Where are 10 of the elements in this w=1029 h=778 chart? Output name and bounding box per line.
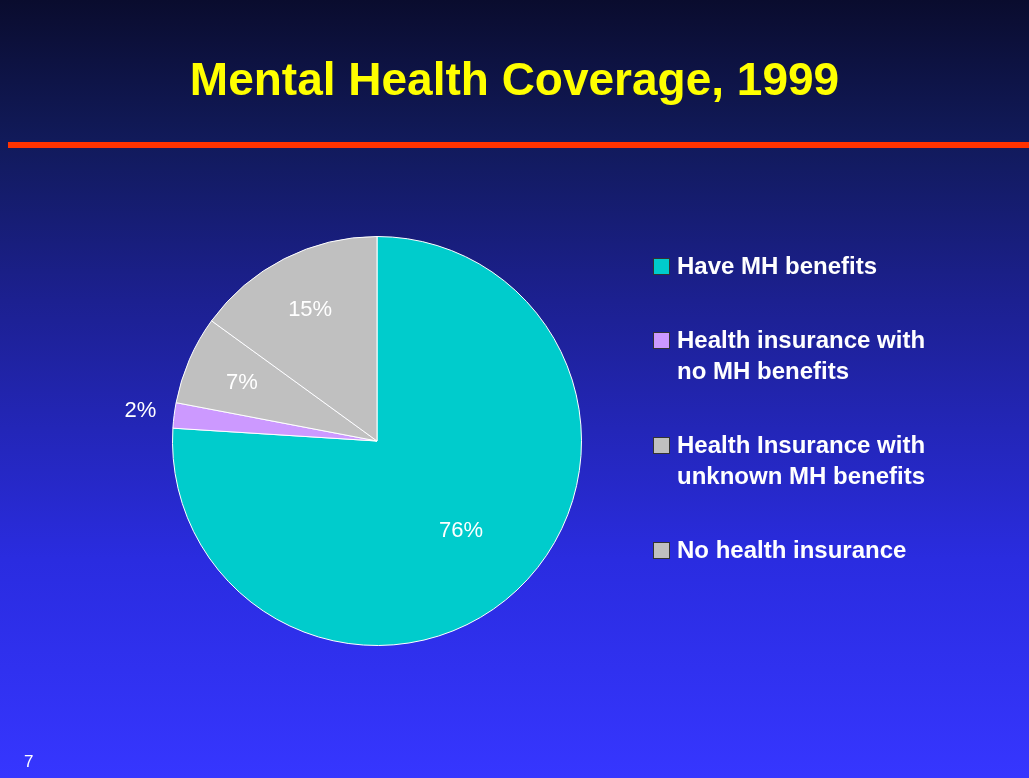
text: 7 <box>24 752 34 772</box>
data-label: 76% <box>438 516 484 542</box>
data-label: 15% <box>288 295 333 321</box>
slice-label: Have MH benefits <box>677 251 878 281</box>
legend-label: Health Insurance with unknown MH benefits <box>677 430 927 491</box>
data-label: 2% <box>124 397 157 423</box>
legend-label: No health insurance <box>677 535 907 565</box>
legend-label: Health insurance with no MH benefits <box>677 325 927 386</box>
chart-title: Mental Health Coverage, 1999 <box>188 52 841 106</box>
data-label: 7% <box>225 368 258 394</box>
